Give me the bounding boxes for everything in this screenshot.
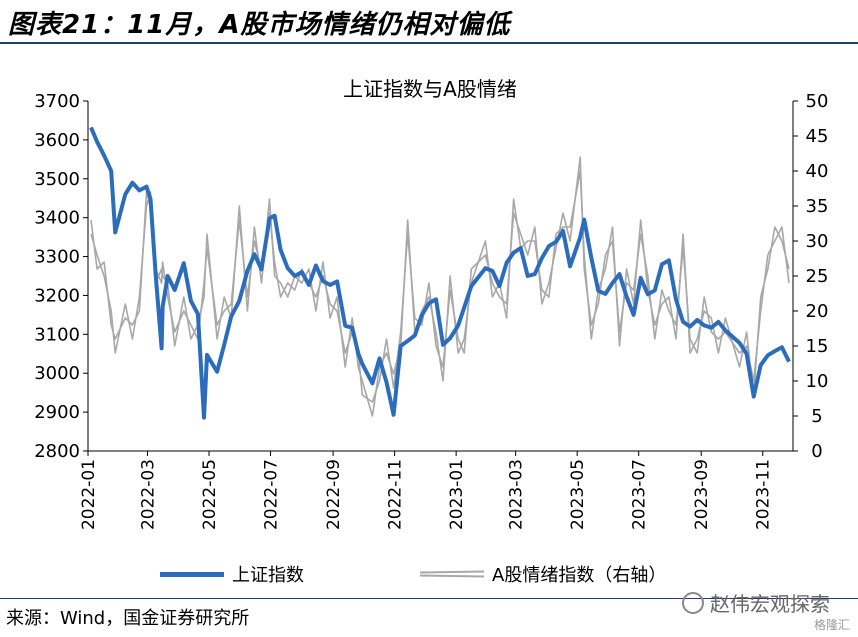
left-tick-label: 3200 [34,285,80,306]
figure-title: 图表21：11月，A股市场情绪仍相对偏低 [8,10,511,40]
right-tick-label: 40 [806,161,829,182]
left-tick-label: 3700 [34,91,80,112]
right-tick-label: 20 [806,301,829,322]
left-tick-label: 3100 [34,324,80,345]
title-rule [0,42,858,44]
right-tick-label: 50 [806,91,829,112]
x-tick-label: 2023-11 [754,459,774,530]
legend-item-shanghai-index: 上证指数 [160,560,304,588]
series-line-sentiment [90,156,790,403]
watermark-sub: 格隆汇 [813,618,850,632]
series-layer [89,126,791,420]
legend-label-shanghai-index: 上证指数 [232,565,304,586]
right-tick-label: 10 [806,371,829,392]
x-tick-label: 2022-05 [200,459,220,530]
x-tick-label: 2022-07 [262,459,282,530]
left-tick-label: 3500 [34,169,80,190]
legend: 上证指数 A股情绪指数（右轴） [160,560,720,588]
left-tick-label: 3600 [34,130,80,151]
watermark-text: 赵伟宏观探索 [710,592,830,616]
footer-rule [0,598,858,599]
chart-title: 上证指数与A股情绪 [343,77,517,101]
left-tick-label: 3000 [34,363,80,384]
axes: 2800 2900 3000 3100 3200 3300 3400 3500 3600 3700… [34,91,828,530]
legend-swatch-blue [160,571,224,577]
x-tick-label: 2023-03 [507,459,527,530]
left-tick-label: 3300 [34,247,80,268]
chart: 上证指数与A股情绪 2800 2900 3000 3100 3200 3300 3400 35… [34,77,828,530]
right-tick-label: 15 [806,336,829,357]
right-tick-label: 25 [806,266,829,287]
x-tick-label: 2023-05 [568,459,588,530]
x-tick-label: 2022-11 [386,459,406,530]
legend-item-sentiment-index: A股情绪指数（右轴） [420,560,666,588]
page-header: 图表21：11月，A股市场情绪仍相对偏低 [0,0,858,44]
x-tick-label: 2023-07 [630,459,650,530]
left-tick-label: 3400 [34,208,80,229]
series-line-shanghai-index [89,126,791,420]
right-tick-label: 0 [811,441,822,462]
source-note: 来源：Wind，国金证券研究所 [6,608,250,629]
legend-label-sentiment-index: A股情绪指数（右轴） [492,565,667,586]
series-line-sentiment-shadow [90,170,790,417]
right-tick-label: 45 [806,126,829,147]
right-tick-label: 5 [811,406,822,427]
x-tick-label: 2023-01 [447,459,467,530]
wechat-icon [682,591,704,614]
x-tick-label: 2022-09 [324,459,344,530]
right-tick-label: 30 [806,231,829,252]
x-tick-label: 2023-09 [692,459,712,530]
left-tick-label: 2900 [34,402,80,423]
x-tick-label: 2022-01 [79,459,99,530]
right-tick-label: 35 [806,196,829,217]
left-tick-label: 2800 [34,441,80,462]
legend-swatch-gray [420,570,484,578]
x-tick-label: 2022-03 [139,459,159,530]
watermark: 赵伟宏观探索 [682,588,830,617]
